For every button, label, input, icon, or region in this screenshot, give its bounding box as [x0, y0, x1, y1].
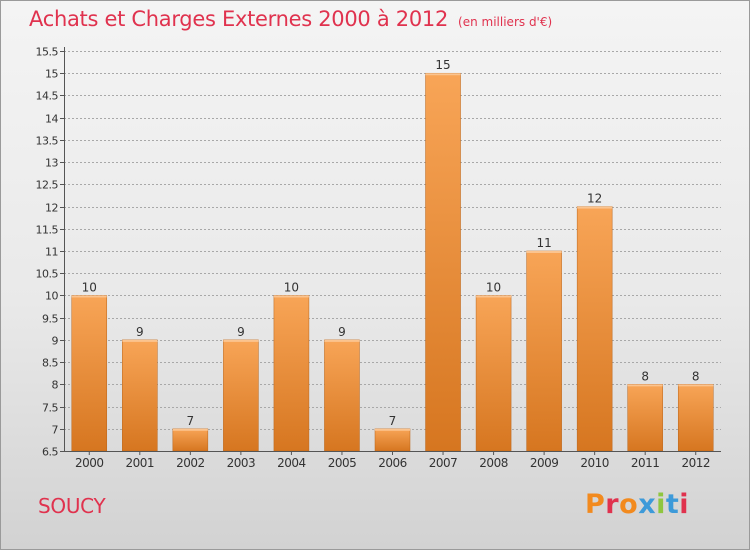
y-tick-label: 8	[52, 379, 59, 392]
y-tick-label: 12.5	[36, 179, 59, 192]
data-label: 9	[338, 325, 346, 339]
logo-letter: i	[656, 489, 666, 520]
bar-top-highlight	[324, 339, 360, 342]
y-tick-label: 14.5	[36, 90, 59, 103]
x-tick-label: 2008	[479, 456, 508, 470]
axes	[60, 47, 721, 455]
chart-title: Achats et Charges Externes 2000 à 2012	[29, 7, 449, 31]
y-tick-label: 15	[45, 68, 58, 81]
y-tick-label: 6.5	[42, 446, 58, 459]
bar	[273, 295, 310, 452]
labels: 6.5 7 7.5 8 8.5 9 9.5 10 10.5 11 11.5 12 12.5 13 13.5 1…	[36, 46, 711, 471]
x-tick-label: 2001	[126, 456, 155, 470]
bars	[71, 72, 714, 452]
data-label: 10	[486, 280, 501, 294]
y-tick-label: 13.5	[36, 135, 59, 148]
bar	[223, 339, 259, 452]
bar	[172, 428, 209, 452]
data-label: 10	[284, 280, 299, 294]
y-tick-label: 7	[52, 424, 59, 437]
x-tick-label: 2010	[580, 456, 609, 470]
proxiti-logo[interactable]: Proxiti	[585, 489, 689, 520]
x-tick-label: 2004	[277, 456, 306, 470]
bar-top-highlight	[678, 384, 714, 387]
data-label: 8	[692, 369, 700, 383]
data-label: 9	[136, 325, 144, 339]
bar-top-highlight	[526, 251, 562, 253]
bar-top-highlight	[273, 295, 309, 298]
logo-letter: x	[638, 489, 657, 520]
data-label: 10	[82, 280, 97, 294]
y-tick-label: 11.5	[36, 224, 59, 237]
data-label: 11	[536, 236, 551, 250]
x-tick-label: 2011	[631, 456, 660, 470]
x-tick-label: 2000	[75, 456, 104, 470]
x-tick-label: 2012	[681, 456, 710, 470]
data-label: 7	[187, 414, 195, 428]
data-label: 8	[641, 369, 649, 383]
logo-letter: P	[585, 489, 606, 520]
bar	[576, 206, 613, 452]
bar	[677, 384, 714, 452]
logo-letter: t	[665, 489, 680, 520]
y-tick-label: 8.5	[42, 357, 58, 370]
bar-top-highlight	[375, 428, 410, 431]
bar	[475, 295, 512, 452]
y-tick-label: 10	[45, 290, 58, 303]
bar	[627, 384, 663, 452]
bar-top-highlight	[172, 428, 208, 431]
data-label: 15	[435, 58, 450, 72]
x-tick-label: 2007	[429, 456, 458, 470]
y-tick-label: 12	[45, 202, 58, 215]
y-tick-label: 13	[45, 157, 58, 170]
bar	[71, 295, 108, 452]
y-tick-label: 9.5	[42, 313, 58, 326]
logo-letter: o	[619, 489, 639, 520]
bar	[122, 339, 158, 452]
y-tick-label: 11	[45, 246, 58, 259]
x-tick-label: 2005	[328, 456, 357, 470]
bar-top-highlight	[476, 295, 512, 298]
bar-top-highlight	[71, 295, 107, 298]
data-label: 12	[587, 192, 602, 206]
x-tick-label: 2002	[176, 456, 205, 470]
bar-top-highlight	[627, 384, 663, 387]
x-tick-label: 2006	[378, 456, 407, 470]
bar	[425, 72, 461, 452]
y-tick-label: 15.5	[36, 46, 59, 59]
data-label: 9	[237, 325, 245, 339]
y-tick-label: 9	[52, 335, 59, 348]
logo-letter: r	[605, 489, 620, 520]
bar-top-highlight	[122, 339, 158, 342]
bar-top-highlight	[223, 339, 259, 342]
grid-lines	[64, 51, 721, 430]
commune-name: SOUCY	[38, 494, 106, 518]
title-line: Achats et Charges Externes 2000 à 2012 (e…	[29, 7, 552, 31]
bar	[374, 428, 411, 452]
bar	[526, 250, 562, 452]
y-tick-label: 10.5	[36, 268, 59, 281]
y-tick-label: 7.5	[42, 402, 58, 415]
logo-letter: i	[679, 489, 690, 520]
bar-top-highlight	[425, 73, 461, 76]
chart-unit: (en milliers d'€)	[458, 15, 553, 29]
data-label: 7	[389, 414, 397, 428]
x-tick-label: 2003	[227, 456, 256, 470]
y-tick-label: 14	[45, 113, 58, 126]
x-tick-label: 2009	[530, 456, 559, 470]
bar	[324, 339, 360, 452]
bar-top-highlight	[577, 206, 613, 209]
